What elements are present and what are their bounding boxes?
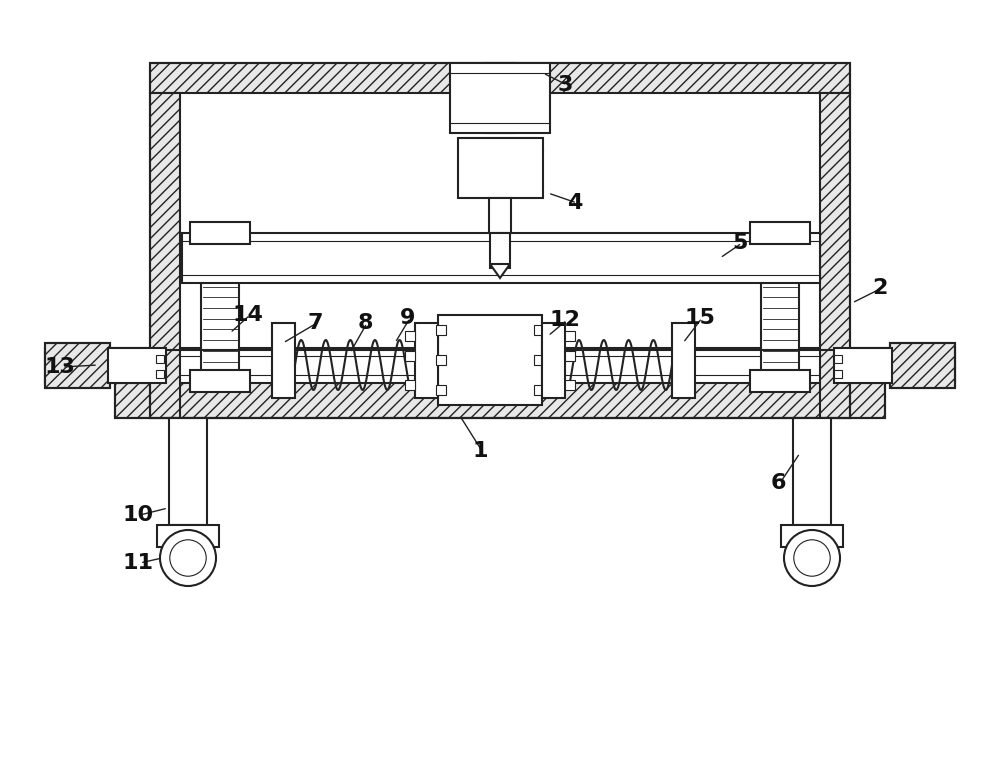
Bar <box>542 323 565 398</box>
Text: 8: 8 <box>357 313 373 333</box>
Bar <box>108 348 166 383</box>
Text: 9: 9 <box>400 308 416 328</box>
Bar <box>190 222 250 244</box>
Bar <box>534 385 544 395</box>
Bar <box>565 331 575 341</box>
Bar <box>565 351 575 361</box>
Bar <box>534 355 544 365</box>
Bar <box>45 343 110 388</box>
Bar <box>405 331 415 341</box>
Bar <box>190 370 250 392</box>
Bar <box>182 233 820 283</box>
Polygon shape <box>490 264 510 278</box>
Bar <box>450 63 550 133</box>
Bar <box>405 380 415 390</box>
Bar <box>672 323 695 398</box>
Bar <box>890 343 955 388</box>
Text: 7: 7 <box>307 313 323 333</box>
Bar <box>150 93 180 418</box>
Bar <box>750 370 810 392</box>
Bar <box>793 418 831 525</box>
Bar <box>169 418 207 525</box>
Bar <box>436 355 446 365</box>
Bar <box>534 325 544 335</box>
Bar <box>436 385 446 395</box>
Bar <box>890 343 955 388</box>
Bar <box>820 93 850 418</box>
Bar <box>405 351 415 361</box>
Bar <box>115 350 885 418</box>
Bar <box>489 198 511 233</box>
Bar <box>156 370 164 378</box>
Bar <box>45 343 110 388</box>
Text: 4: 4 <box>567 193 583 213</box>
Text: 1: 1 <box>472 441 488 461</box>
Circle shape <box>160 530 216 586</box>
Circle shape <box>794 540 830 576</box>
Text: 12: 12 <box>550 310 580 330</box>
Bar <box>761 233 799 383</box>
Text: 14: 14 <box>233 305 263 325</box>
Bar <box>750 222 810 244</box>
Text: 10: 10 <box>122 505 154 525</box>
Bar <box>490 233 510 268</box>
Bar <box>834 348 892 383</box>
Bar <box>436 325 446 335</box>
Bar <box>458 138 543 198</box>
Bar <box>150 63 850 418</box>
Bar <box>438 315 542 405</box>
Bar <box>272 323 295 398</box>
Bar <box>834 355 842 363</box>
Bar <box>150 63 850 93</box>
Text: 5: 5 <box>732 233 748 253</box>
Bar <box>781 525 843 547</box>
Text: 13: 13 <box>45 357 75 377</box>
Bar <box>115 350 885 418</box>
Circle shape <box>784 530 840 586</box>
Circle shape <box>170 540 206 576</box>
Text: 6: 6 <box>770 473 786 493</box>
Text: 11: 11 <box>123 553 154 573</box>
Bar <box>201 233 239 383</box>
Bar <box>157 525 219 547</box>
Bar <box>485 63 515 133</box>
Bar <box>45 348 955 383</box>
Text: 15: 15 <box>685 308 715 328</box>
Text: 2: 2 <box>872 278 888 298</box>
Bar <box>156 355 164 363</box>
Bar <box>834 370 842 378</box>
Bar <box>565 380 575 390</box>
Text: 3: 3 <box>557 75 573 95</box>
Bar <box>415 323 438 398</box>
